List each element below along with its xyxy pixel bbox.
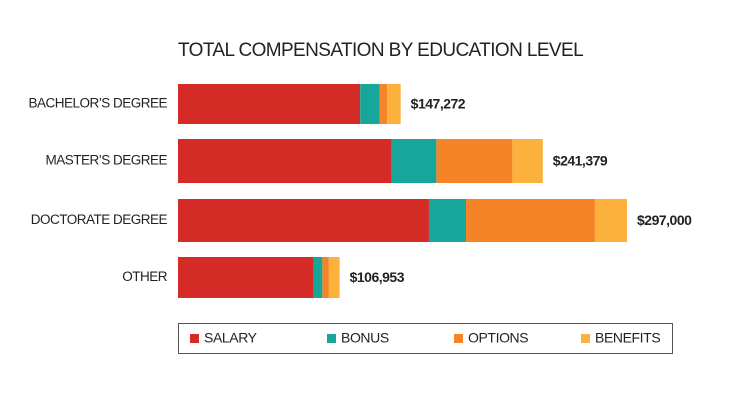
bar-segment	[178, 199, 429, 242]
legend-label: BENEFITS	[595, 330, 660, 346]
bar-segment	[178, 139, 392, 183]
bar-segment	[322, 257, 329, 298]
bar-segment	[391, 139, 437, 183]
category-label: OTHER	[122, 269, 168, 284]
bar-segment	[379, 84, 388, 124]
legend-label: BONUS	[341, 330, 389, 346]
total-label: $241,379	[553, 153, 608, 169]
legend-swatch	[327, 334, 336, 343]
bar-segment	[328, 257, 340, 298]
legend-swatch	[454, 334, 463, 343]
bar-segment	[313, 257, 323, 298]
category-label: DOCTORATE DEGREE	[31, 212, 168, 227]
bar-segment	[428, 199, 466, 242]
bar-segment	[594, 199, 627, 242]
legend-label: OPTIONS	[468, 330, 528, 346]
bar-segment	[178, 84, 361, 124]
bar-segment	[436, 139, 513, 183]
legend-label: SALARY	[204, 330, 258, 346]
bar-segment	[512, 139, 543, 183]
category-label: BACHELOR’S DEGREE	[28, 96, 167, 111]
total-label: $147,272	[411, 96, 466, 112]
bar-segment	[465, 199, 595, 242]
chart-title: TOTAL COMPENSATION BY EDUCATION LEVEL	[178, 40, 583, 61]
total-label: $297,000	[637, 212, 692, 228]
bar-segment	[178, 257, 314, 298]
bar-segment	[387, 84, 401, 124]
total-label: $106,953	[350, 269, 405, 285]
legend-swatch	[190, 334, 199, 343]
bar-segment	[360, 84, 380, 124]
legend-box	[178, 323, 673, 354]
legend-swatch	[581, 334, 590, 343]
category-label: MASTER’S DEGREE	[45, 153, 167, 168]
